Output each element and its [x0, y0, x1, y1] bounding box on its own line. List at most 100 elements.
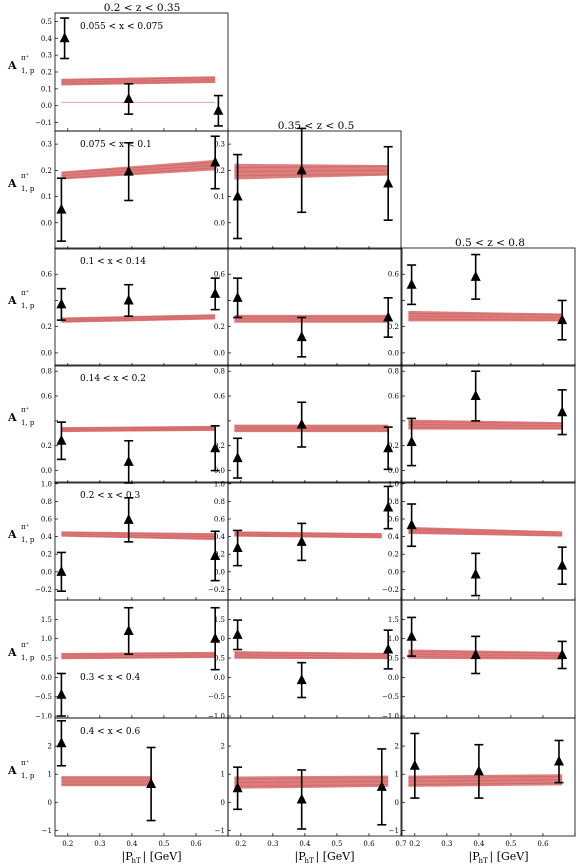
y-tick-label: 1.0 [388, 480, 399, 488]
y-tick-label: 0.0 [388, 349, 399, 357]
y-tick-label: 2 [395, 743, 399, 751]
triangle-marker [210, 632, 221, 643]
y-tick-label: 0.6 [41, 393, 53, 401]
panel: 0.0 0.2 0.6 0.8 [214, 364, 402, 484]
data-point [210, 135, 221, 190]
data-point [210, 606, 221, 671]
model-band-curve [61, 652, 216, 655]
row-y-label: A [7, 294, 17, 307]
y-tick-label: 0.2 [41, 551, 52, 559]
y-tick-label: 0.0 [41, 467, 52, 475]
panel-frame [401, 364, 576, 484]
triangle-marker [470, 568, 481, 579]
x-tick-label: 0.2 [235, 840, 246, 848]
x-tick-label: 0.6 [363, 840, 375, 848]
y-tick-label: 0.0 [41, 219, 52, 227]
panel: −1 0 1 2 [215, 717, 402, 837]
model-band-curve [408, 528, 563, 533]
model-band-curve [234, 533, 382, 537]
x-bin-label: 0.14 < x < 0.2 [80, 374, 146, 384]
row-y-label-sub: 1, p [21, 654, 35, 662]
panel: 0.0 0.1 0.2 0.3 [214, 127, 402, 250]
data-point [470, 552, 481, 597]
y-tick-label: 0 [395, 799, 399, 807]
data-point [470, 635, 481, 675]
triangle-marker [557, 406, 568, 417]
data-point [296, 769, 307, 830]
x-tick-label: 0.4 [473, 840, 485, 848]
triangle-marker [56, 298, 67, 309]
x-tick-label: 0.4 [299, 840, 311, 848]
x-axis-labels: 0.2 0.3 0.4 0.5 0.6|PhT | [GeV]0.2 0.3 0.4 0.5 0.… [62, 840, 549, 864]
data-point [409, 732, 420, 799]
x-axis-title-sub: hT [305, 857, 315, 864]
y-tick-label: −0.5 [35, 693, 52, 701]
data-point [146, 746, 157, 822]
triangle-marker [470, 390, 481, 401]
data-point [470, 370, 481, 422]
panel-row: −1.0 −0.5 0.0 0.5 1.0 1.5 −1.0 −0.5 0.0 0.5 1.0 1.5… [7, 599, 576, 721]
panel: −1.0 −0.5 0.0 0.5 1.0 1.5 [35, 599, 229, 721]
model-band-curve [234, 656, 389, 659]
y-tick-label: 0.6 [41, 515, 53, 523]
data-point [210, 425, 221, 472]
panel-grid: −0.1 0.0 0.1 0.2 0.3 0.4 0.5 0.055 < x < 0.075 A… [7, 12, 576, 837]
panel: 0.0 0.2 0.6 0.8 [388, 364, 576, 484]
model-band-curve [234, 654, 389, 657]
y-tick-label: 2 [221, 743, 225, 751]
triangle-marker [232, 190, 243, 201]
y-tick-label: 0.6 [388, 271, 400, 279]
data-point [56, 287, 67, 321]
y-tick-label: 0.5 [214, 655, 225, 663]
row-y-label-sub: 1, p [21, 772, 35, 780]
model-band-curve [234, 169, 389, 173]
row-y-label: A [7, 411, 17, 424]
model-band-curve [408, 315, 563, 318]
y-tick-label: 0.8 [41, 498, 52, 506]
data-point [232, 529, 243, 567]
panel-row: −0.2 0.0 0.2 0.4 0.6 0.8 1.0 −0.2 0.0 0.2 0.4 0.6 0.… [7, 480, 576, 601]
y-tick-label: 0.6 [214, 271, 226, 279]
model-band-curve [234, 652, 389, 655]
data-point [213, 94, 224, 127]
data-point [123, 606, 134, 655]
data-point [557, 299, 568, 341]
y-tick-label: −1 [389, 827, 399, 835]
row-y-label-sup: π⁺ [21, 289, 30, 297]
data-point [296, 127, 307, 214]
data-point [232, 766, 243, 811]
y-tick-label: −1 [215, 827, 225, 835]
x-tick-label: 0.2 [409, 840, 420, 848]
row-y-label-sub: 1, p [21, 185, 35, 193]
x-bin-label: 0.2 < x < 0.3 [80, 491, 141, 501]
triangle-marker [296, 164, 307, 175]
y-tick-label: 0.2 [41, 69, 52, 77]
panel-frame [227, 717, 402, 837]
y-tick-label: −0.5 [382, 693, 399, 701]
data-point [376, 748, 387, 826]
panel: −0.2 0.0 0.2 0.4 0.6 0.8 1.0 [208, 480, 402, 601]
row-y-label-sup: π⁺ [21, 406, 30, 414]
triangle-marker [383, 311, 394, 322]
triangle-marker [383, 643, 394, 654]
triangle-marker [56, 203, 67, 214]
row-y-label: A [7, 177, 17, 190]
y-tick-label: 1 [395, 771, 399, 779]
y-tick-label: 1.0 [41, 480, 52, 488]
triangle-marker [123, 513, 134, 524]
data-point [56, 672, 67, 717]
panel: 0.0 0.2 0.6 0.8 [41, 364, 229, 484]
model-band-curve [408, 656, 563, 659]
y-tick-label: −0.1 [35, 119, 52, 127]
y-tick-label: 1.5 [388, 616, 399, 624]
row-y-label-sup: π⁺ [21, 759, 30, 767]
row-y-label: A [7, 764, 17, 777]
data-point [557, 640, 568, 670]
y-tick-label: 1.5 [41, 616, 52, 624]
y-tick-label: 0.0 [214, 349, 225, 357]
y-tick-label: 0.4 [388, 533, 400, 541]
x-axis-title-unit: | [GeV] [316, 850, 355, 864]
data-point [557, 389, 568, 436]
x-axis-title-sub: hT [132, 857, 142, 864]
y-tick-label: 0.2 [214, 551, 225, 559]
